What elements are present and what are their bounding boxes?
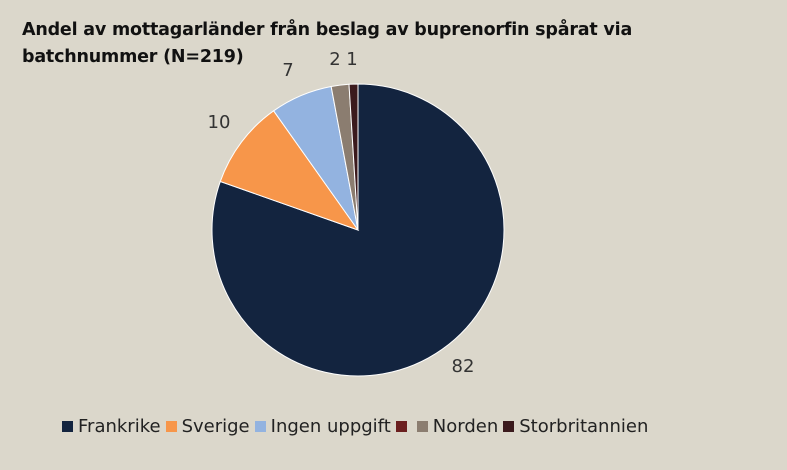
legend-item-5: Storbritannien [503, 416, 648, 437]
legend-label: Norden [432, 415, 499, 437]
pie-slice-5 [348, 83, 359, 231]
legend-swatch [416, 420, 428, 432]
legend-swatch [165, 420, 177, 432]
legend-label: Ingen uppgift [270, 415, 391, 437]
legend-item-0: Frankrike [62, 416, 161, 437]
legend-item-4: Norden [416, 415, 499, 437]
chart-legend: Frankrike Sverige Ingen uppgift Norden Storb… [62, 414, 653, 438]
legend-swatch [395, 420, 407, 432]
data-label-1: 10 [208, 112, 231, 133]
legend-label: Sverige [181, 415, 250, 437]
legend-swatch [503, 420, 515, 432]
legend-label: Frankrike [78, 415, 161, 437]
legend-label: Storbritannien [519, 415, 649, 437]
legend-item-2: Ingen uppgift [254, 415, 391, 437]
data-label-2: 7 [282, 60, 293, 81]
pie-slice-1 [219, 110, 360, 231]
data-label-5: 1 [346, 49, 357, 70]
legend-item-3 [395, 420, 412, 432]
legend-item-1: Sverige [165, 415, 250, 437]
chart-title: Andel av mottagarländer från beslag av b… [22, 20, 633, 67]
legend-swatch [254, 420, 266, 432]
legend-swatch [62, 420, 73, 432]
data-label-4: 2 [329, 49, 340, 70]
data-label-0: 82 [452, 356, 475, 377]
